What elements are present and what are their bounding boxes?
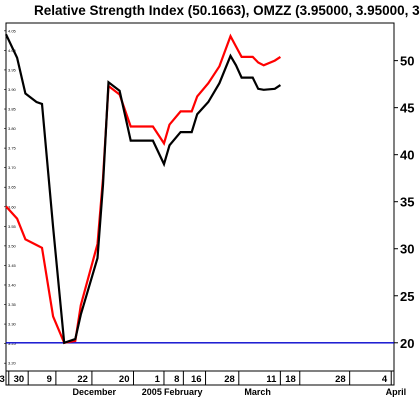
x-period-label: December — [73, 387, 117, 397]
right-tick-label: 50 — [400, 54, 414, 69]
left-tick-label: 3.50 — [8, 243, 17, 248]
right-tick-label: 40 — [400, 148, 414, 163]
left-axis: 4.05 4.00 3.95 3.90 3.85 3.80 3.75 3.70 3.65 3.60… — [4, 28, 17, 366]
x-day-label: 8 — [174, 374, 179, 385]
left-tick-label: 3.30 — [8, 322, 17, 327]
x-day-label: 23 — [0, 374, 5, 385]
series-layer — [5, 33, 282, 345]
x-day-label: 18 — [285, 374, 296, 385]
plot-area: 4.05 4.00 3.95 3.90 3.85 3.80 3.75 3.70 3.65 3.60… — [4, 22, 414, 386]
left-tick-label: 3.95 — [8, 67, 17, 72]
x-period-label: 2005 — [142, 387, 162, 397]
left-tick-label: 3.35 — [8, 302, 17, 307]
black-series-line — [5, 33, 282, 345]
x-day-label: 1 — [155, 374, 161, 385]
left-tick-label: 3.60 — [8, 204, 17, 209]
plot-frame — [5, 22, 395, 386]
x-period-labels: December 2005 February March April — [73, 387, 407, 397]
right-tick-label: 45 — [400, 101, 414, 116]
x-period-label: February — [164, 387, 203, 397]
red-series-line — [5, 33, 282, 345]
left-tick-label: 3.90 — [8, 87, 17, 92]
right-tick-label: 35 — [400, 195, 414, 210]
left-tick-label: 3.55 — [8, 224, 17, 229]
x-day-ticks: 2330922201816281118284 — [0, 371, 392, 385]
left-tick-label: 3.80 — [8, 126, 17, 131]
x-day-label: 28 — [224, 374, 235, 385]
x-day-label: 30 — [14, 374, 25, 385]
left-tick-label: 3.45 — [8, 263, 17, 268]
right-axis: 50 45 40 35 30 25 20 — [394, 54, 414, 351]
left-tick-label: 3.75 — [8, 146, 17, 151]
x-day-label: 11 — [266, 374, 277, 385]
x-day-label: 9 — [47, 374, 52, 385]
x-period-label: April — [386, 387, 407, 397]
x-day-label: 4 — [382, 374, 388, 385]
left-tick-label: 4.00 — [8, 48, 17, 53]
left-tick-label: 3.40 — [8, 282, 17, 287]
x-day-label: 28 — [335, 374, 346, 385]
left-tick-label: 3.70 — [8, 165, 17, 170]
left-tick-label: 3.85 — [8, 107, 17, 112]
chart-title: Relative Strength Index (50.1663), OMZZ … — [34, 3, 420, 18]
x-period-label: March — [244, 387, 271, 397]
left-tick-label: 3.25 — [8, 341, 17, 346]
x-day-label: 20 — [119, 374, 130, 385]
x-day-label: 16 — [191, 374, 202, 385]
right-tick-label: 30 — [400, 242, 414, 257]
x-axis: 2330922201816281118284 December2005Febru… — [0, 370, 407, 397]
right-tick-label: 25 — [400, 289, 414, 304]
x-day-label: 22 — [77, 374, 88, 385]
left-tick-label: 3.65 — [8, 185, 17, 190]
left-tick-label: 4.05 — [8, 28, 17, 33]
left-tick-label: 3.20 — [8, 361, 17, 366]
right-tick-label: 20 — [400, 336, 414, 351]
